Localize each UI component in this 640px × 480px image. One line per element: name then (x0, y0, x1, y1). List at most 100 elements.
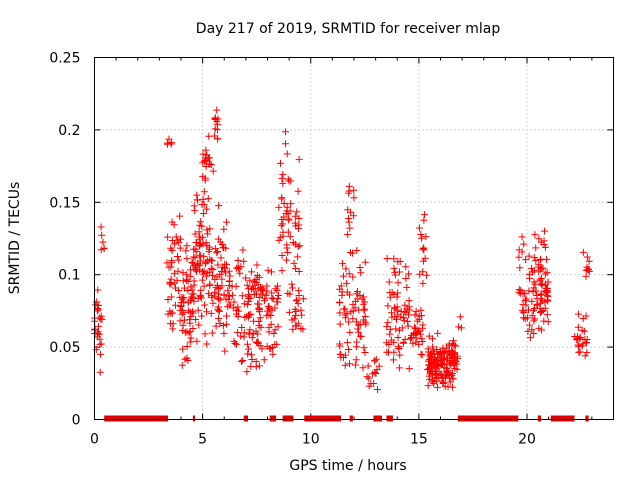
data-point (215, 315, 223, 323)
data-point (192, 239, 200, 247)
data-point (234, 257, 242, 265)
data-point (418, 335, 426, 343)
data-point (575, 348, 583, 356)
data-point (234, 303, 242, 311)
data-point (433, 346, 441, 354)
data-point (194, 295, 202, 303)
data-point (174, 267, 182, 275)
data-point (346, 360, 353, 368)
data-point (531, 231, 539, 239)
data-point (583, 335, 591, 343)
data-point (582, 339, 590, 347)
data-point (222, 320, 230, 328)
data-point (190, 281, 198, 289)
data-point (574, 341, 582, 349)
data-point (391, 305, 399, 313)
x-tick-label: 0 (90, 432, 99, 448)
data-point (187, 295, 195, 303)
data-point (441, 382, 449, 390)
data-point (347, 208, 355, 216)
data-point (394, 311, 402, 319)
data-point (581, 352, 589, 360)
data-point (198, 312, 206, 320)
data-point (197, 294, 205, 302)
data-point (578, 326, 586, 334)
data-point (190, 202, 198, 210)
y-tick-label: 0.15 (49, 195, 80, 211)
data-point (279, 179, 287, 187)
data-points (91, 106, 593, 394)
plot-frame (94, 57, 614, 420)
data-point (339, 260, 347, 268)
data-point (350, 212, 358, 220)
data-point (412, 307, 420, 315)
data-point (443, 354, 451, 362)
data-point (286, 233, 294, 241)
data-point (394, 334, 402, 342)
data-point (275, 291, 283, 299)
data-point (292, 296, 300, 304)
data-point (448, 346, 456, 354)
data-point (345, 182, 353, 190)
data-point (411, 311, 419, 319)
data-point (532, 244, 540, 252)
data-point (236, 269, 244, 277)
data-point (528, 326, 536, 334)
data-point (254, 340, 262, 348)
data-point (222, 312, 230, 320)
data-point (402, 263, 410, 271)
data-point (530, 254, 538, 262)
data-point (347, 308, 355, 316)
data-point (199, 234, 207, 242)
data-point (356, 332, 364, 340)
data-point (185, 329, 193, 337)
data-point (359, 316, 367, 324)
data-point (168, 139, 176, 147)
data-point (420, 216, 428, 224)
data-point (187, 334, 195, 342)
x-tick-label: 10 (302, 432, 320, 448)
data-point (574, 323, 582, 331)
data-point (388, 289, 396, 296)
data-point (248, 355, 256, 363)
data-point (294, 300, 302, 308)
data-point (285, 216, 293, 224)
data-point (195, 242, 203, 250)
data-point (269, 343, 277, 351)
data-point (574, 310, 582, 318)
data-point (543, 255, 551, 263)
data-point (544, 318, 552, 326)
data-point (411, 323, 419, 331)
data-point (284, 228, 292, 236)
data-point (537, 291, 545, 299)
data-point (203, 156, 211, 164)
data-point (293, 297, 301, 305)
data-point (341, 351, 349, 359)
data-point (543, 311, 551, 319)
data-point (207, 309, 215, 317)
data-point (272, 285, 280, 293)
data-point (245, 345, 253, 353)
data-point (515, 286, 523, 294)
data-point (345, 318, 353, 326)
data-point (449, 383, 457, 391)
data-point (185, 307, 193, 315)
data-point (353, 246, 361, 254)
data-point (373, 366, 381, 374)
data-point (209, 266, 217, 274)
data-point (191, 254, 199, 262)
data-point (206, 225, 214, 233)
data-point (522, 295, 530, 303)
data-point (402, 274, 410, 282)
data-point (169, 320, 177, 328)
data-point (198, 276, 206, 284)
data-point (282, 210, 290, 218)
data-point (165, 135, 173, 143)
data-point (346, 291, 354, 299)
data-point (404, 322, 412, 330)
data-point (542, 284, 550, 292)
data-point (524, 327, 532, 335)
data-point (390, 304, 398, 312)
data-point (169, 309, 177, 317)
data-point (279, 220, 287, 228)
